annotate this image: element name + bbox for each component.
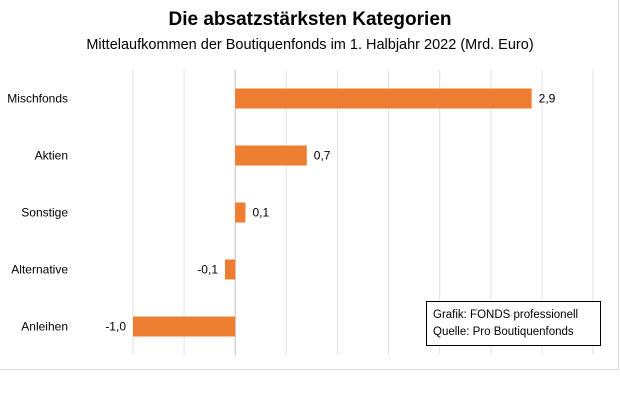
category-label: Alternative xyxy=(11,263,68,277)
bar-mischfonds xyxy=(235,88,532,109)
value-labels: 2,9 0,7 0,1 -0,1 -1,0 xyxy=(105,92,555,334)
data-label: -1,0 xyxy=(105,320,126,334)
bar-alternative xyxy=(225,259,236,280)
source-credit-data: Quelle: Pro Boutiquenfonds xyxy=(433,326,574,338)
source-box: Grafik: FONDS professionell Quelle: Pro … xyxy=(426,301,601,346)
category-label: Aktien xyxy=(35,149,68,163)
chart-subtitle: Mittelaufkommen der Boutiquenfonds im 1.… xyxy=(86,37,534,53)
bars xyxy=(133,88,532,337)
category-label: Sonstige xyxy=(21,206,68,220)
source-credit-graphic: Grafik: FONDS professionell xyxy=(433,309,579,321)
category-label: Mischfonds xyxy=(7,92,68,106)
bar-aktien xyxy=(235,145,307,166)
chart-title: Die absatzstärksten Kategorien xyxy=(168,9,452,30)
category-labels: Mischfonds Aktien Sonstige Alternative Anlei… xyxy=(7,92,68,334)
data-label: 0,1 xyxy=(252,206,269,220)
data-label: 2,9 xyxy=(539,92,556,106)
bar-sonstige xyxy=(235,202,246,223)
bar-anleihen xyxy=(133,316,236,337)
data-label: -0,1 xyxy=(197,263,218,277)
category-label: Anleihen xyxy=(21,320,68,334)
chart-frame xyxy=(0,0,619,370)
data-label: 0,7 xyxy=(314,149,331,163)
